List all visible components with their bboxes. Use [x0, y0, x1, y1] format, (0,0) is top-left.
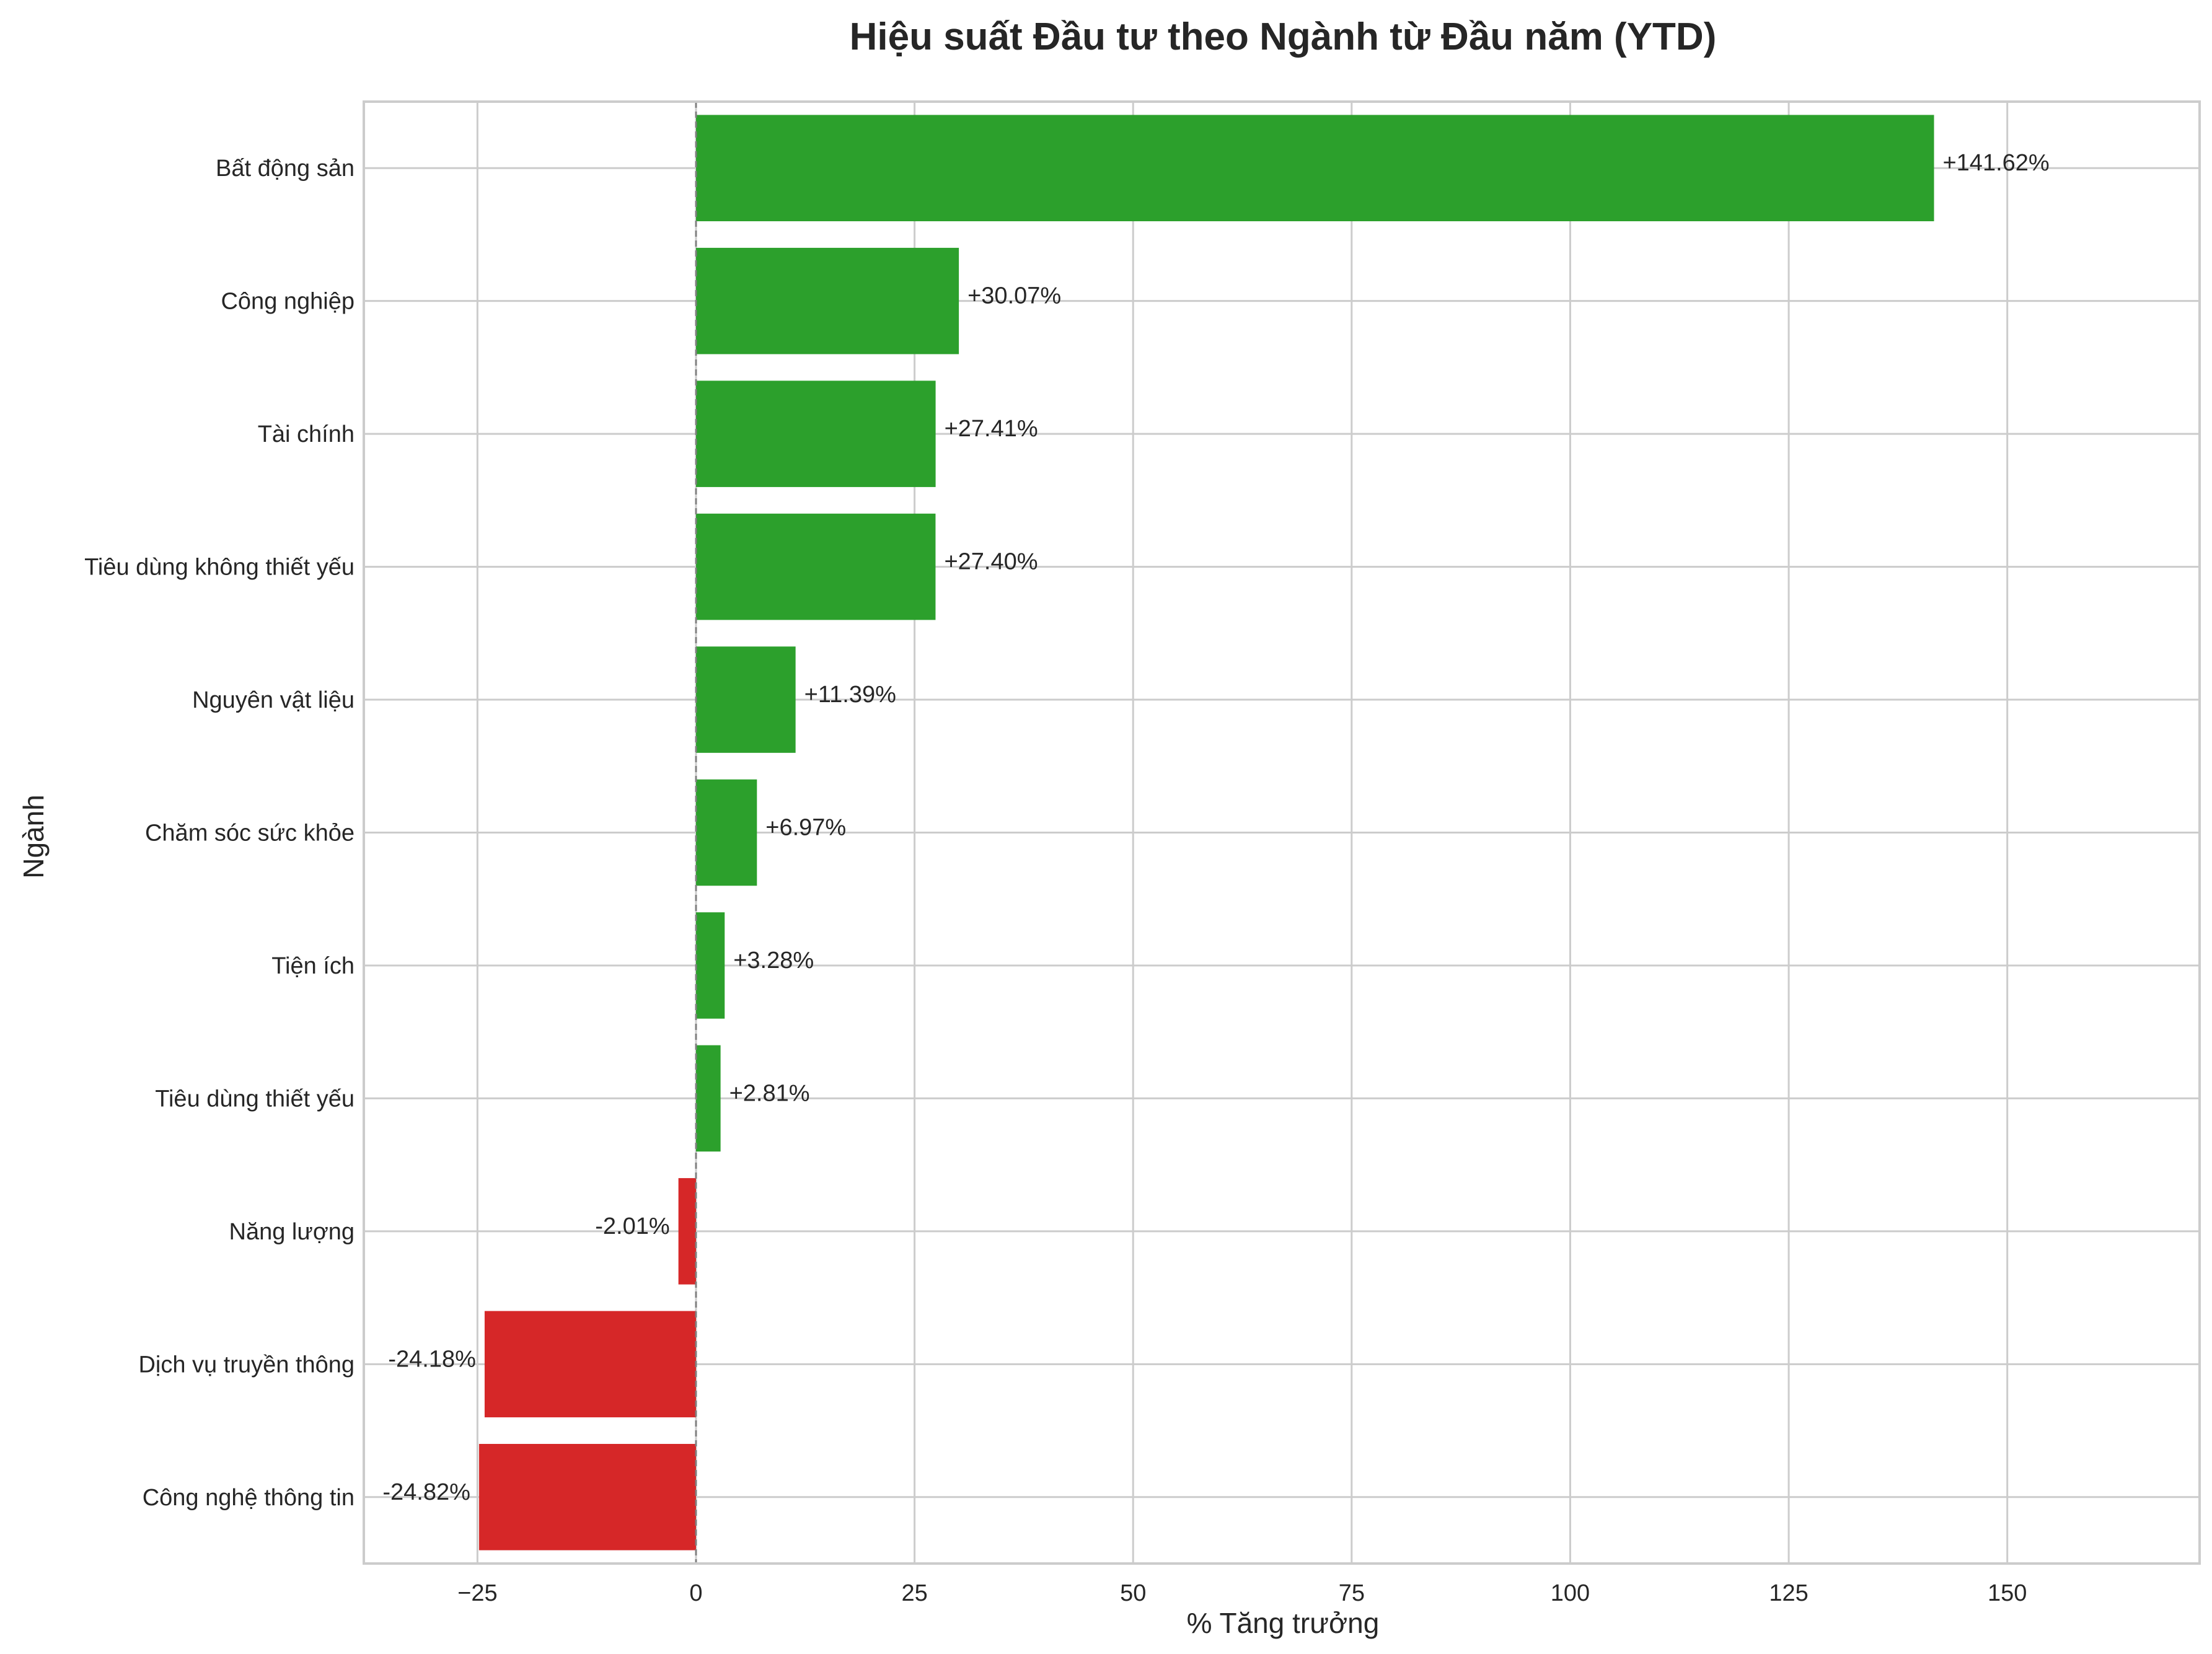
- y-tick-label: Công nghệ thông tin: [143, 1485, 355, 1511]
- data-label: +6.97%: [765, 815, 846, 841]
- x-tick-label: 75: [1339, 1580, 1365, 1606]
- bar: [484, 1311, 696, 1418]
- bar: [678, 1178, 696, 1285]
- y-tick-label: Tiêu dùng thiết yếu: [155, 1086, 355, 1112]
- bar: [695, 115, 1934, 222]
- bar: [695, 513, 936, 620]
- bar: [695, 779, 757, 886]
- y-tick-label: Công nghiệp: [221, 289, 355, 315]
- bar: [695, 646, 796, 753]
- y-tick-label: Tài chính: [258, 421, 355, 447]
- bar: [478, 1443, 696, 1551]
- data-label: +27.41%: [945, 416, 1038, 442]
- x-tick-label: 150: [1988, 1580, 2027, 1606]
- x-tick-label: 50: [1120, 1580, 1146, 1606]
- x-tick-labels: −25 0 25 50 75 100 125 150: [457, 1580, 2027, 1606]
- bar: [695, 247, 959, 354]
- data-label: +141.62%: [1942, 150, 2049, 176]
- x-tick-label: −25: [457, 1580, 497, 1606]
- y-axis-label: Ngành: [17, 794, 50, 879]
- y-tick-label: Bất động sản: [216, 156, 355, 182]
- y-tick-label: Tiện ích: [271, 953, 355, 979]
- x-tick-label: 100: [1551, 1580, 1590, 1606]
- x-tick-label: 25: [901, 1580, 927, 1606]
- data-label: +3.28%: [733, 948, 814, 974]
- chart-title: Hiệu suất Đầu tư theo Ngành từ Đầu năm (…: [850, 15, 1717, 58]
- data-label: +11.39%: [804, 682, 896, 708]
- y-tick-label: Dịch vụ truyền thông: [138, 1352, 355, 1378]
- data-label: +30.07%: [967, 283, 1061, 309]
- y-tick-labels: Bất động sản Công nghiệp Tài chính Tiêu dùn…: [84, 156, 355, 1511]
- bar: [695, 912, 725, 1019]
- x-tick-label: 0: [689, 1580, 702, 1606]
- y-tick-label: Năng lượng: [229, 1219, 355, 1245]
- bar: [695, 1045, 721, 1152]
- x-axis-label: % Tăng trưởng: [1187, 1607, 1380, 1639]
- plot-frame: [363, 100, 2201, 1565]
- value-labels: +141.62% +30.07% +27.41% +27.40% +11.39% +6.9…: [382, 150, 2049, 1505]
- y-tick-label: Chăm sóc sức khỏe: [145, 820, 355, 847]
- y-tick-label: Tiêu dùng không thiết yếu: [84, 555, 355, 581]
- data-label: -24.18%: [388, 1346, 476, 1372]
- y-tick-label: Nguyên vật liệu: [192, 687, 355, 713]
- data-label: +27.40%: [944, 549, 1038, 575]
- x-tick-label: 125: [1769, 1580, 1808, 1606]
- bar: [695, 381, 936, 487]
- bars: [478, 115, 1934, 1551]
- data-label: +2.81%: [729, 1080, 810, 1106]
- data-label: -2.01%: [595, 1213, 669, 1239]
- data-label: -24.82%: [382, 1479, 470, 1505]
